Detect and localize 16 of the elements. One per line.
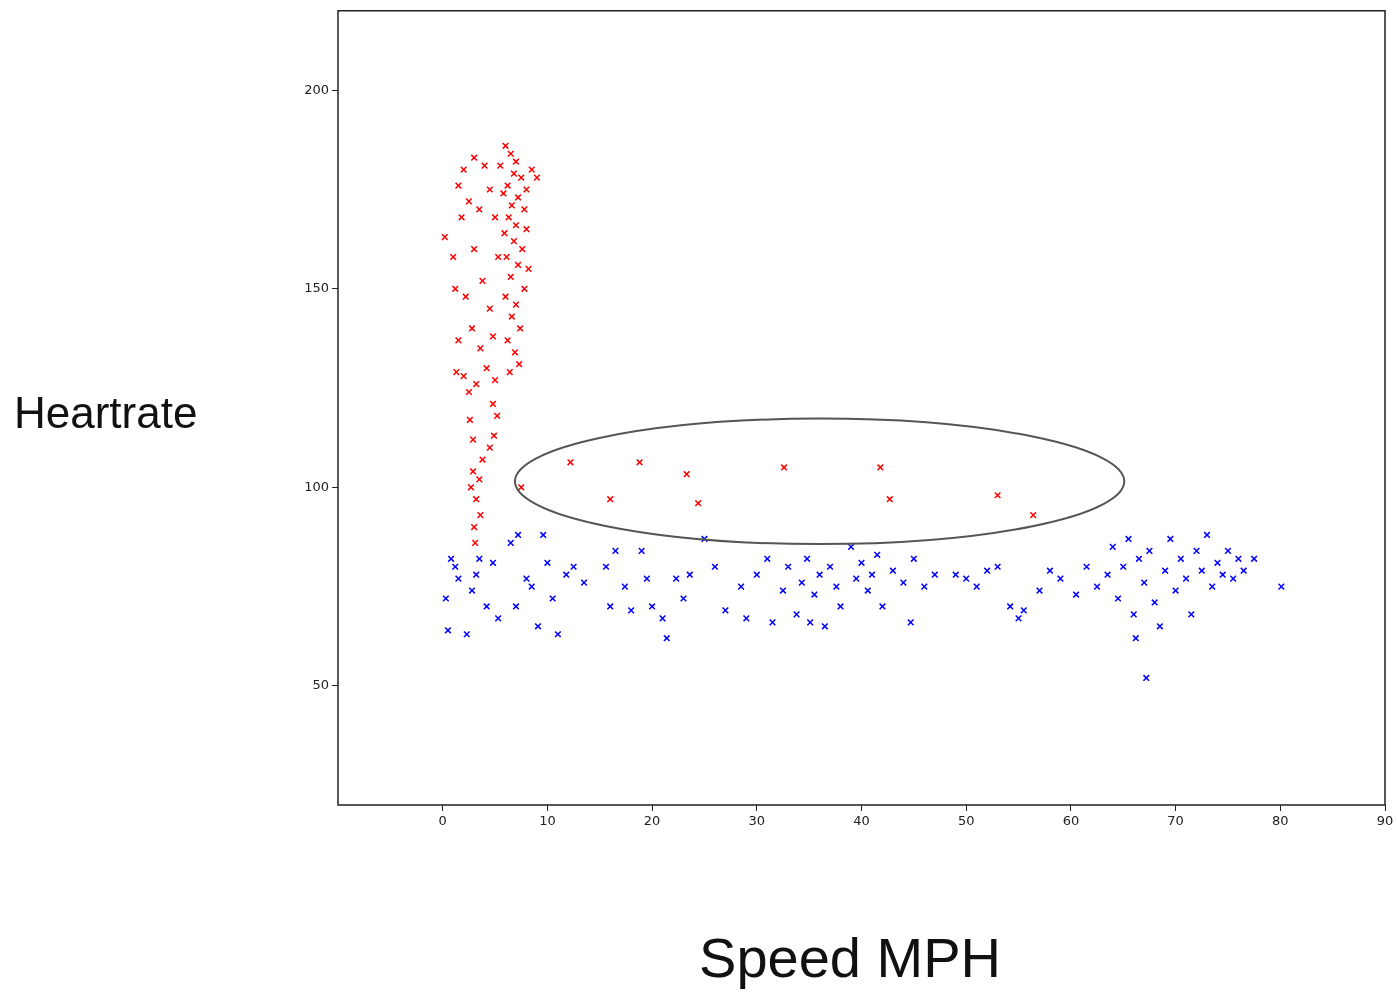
x-tick-label: 10 (539, 813, 556, 829)
x-tick-label: 80 (1272, 813, 1289, 829)
x-tick-label: 0 (438, 813, 447, 829)
x-tick-label: 70 (1167, 813, 1184, 829)
y-tick-label: 200 (304, 81, 329, 97)
x-tick-label: 60 (1062, 813, 1080, 829)
x-tick-label: 30 (748, 813, 766, 829)
y-tick-label: 150 (304, 280, 329, 296)
x-tick-label: 50 (957, 813, 975, 829)
y-axis-title: Heartrate (14, 388, 198, 438)
x-axis-title: Speed MPH (698, 925, 1002, 990)
x-tick-label: 90 (1376, 813, 1394, 829)
x-tick-label: 40 (853, 813, 870, 829)
y-tick-label: 100 (304, 478, 329, 494)
y-tick-label: 50 (312, 677, 329, 693)
x-tick-label: 20 (643, 813, 661, 829)
